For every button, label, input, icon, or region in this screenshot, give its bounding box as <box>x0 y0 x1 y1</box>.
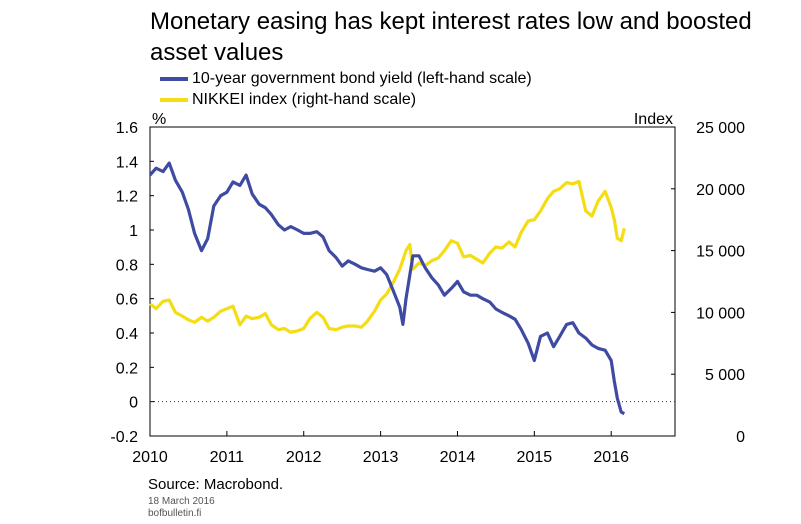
right-tick-label: 15 000 <box>696 244 745 261</box>
legend-swatch-nikkei <box>160 97 188 102</box>
left-tick-label: 0 <box>129 395 138 412</box>
right-tick-label: 20 000 <box>696 182 745 199</box>
chart-title: Monetary easing has kept interest rates … <box>150 8 752 66</box>
right-tick-label: 10 000 <box>696 305 745 322</box>
legend-item-nikkei: NIKKEI index (right-hand scale) <box>160 89 532 110</box>
right-axis-unit: Index <box>634 111 673 128</box>
x-tick-label: 2016 <box>593 449 629 466</box>
left-tick-label: 0.6 <box>116 292 138 309</box>
legend-label-bond-yield: 10-year government bond yield (left-hand… <box>192 69 532 87</box>
source-note: Source: Macrobond. <box>148 476 284 493</box>
legend-item-bond-yield: 10-year government bond yield (left-hand… <box>160 68 532 89</box>
left-tick-label: 1.2 <box>116 189 138 206</box>
legend-label-nikkei: NIKKEI index (right-hand scale) <box>192 90 417 108</box>
left-tick-label: 1 <box>129 223 138 240</box>
x-tick-label: 2013 <box>363 449 399 466</box>
x-tick-label: 2015 <box>517 449 553 466</box>
publication-date: 18 March 2016 <box>148 496 215 507</box>
left-tick-label: 0.8 <box>116 257 138 274</box>
x-tick-label: 2011 <box>210 449 245 466</box>
x-tick-label: 2012 <box>286 449 322 466</box>
x-tick-label: 2010 <box>132 449 168 466</box>
left-tick-label: 1.6 <box>116 120 138 137</box>
left-tick-label: 1.4 <box>116 154 138 171</box>
legend: 10-year government bond yield (left-hand… <box>160 68 532 110</box>
left-tick-label: -0.2 <box>110 429 138 446</box>
plot-frame <box>149 126 676 437</box>
nikkei-line <box>148 179 626 334</box>
left-tick-label: 0.2 <box>116 360 138 377</box>
left-tick-label: 0.4 <box>116 326 138 343</box>
right-tick-label: 25 000 <box>696 120 745 137</box>
legend-swatch-bond-yield <box>160 76 188 81</box>
right-tick-label: 5 000 <box>705 367 745 384</box>
right-tick-label: 0 <box>736 429 745 446</box>
left-axis-unit: % <box>152 111 166 128</box>
bond-yield-line <box>148 161 626 416</box>
x-tick-label: 2014 <box>440 449 476 466</box>
site-credit: bofbulletin.fi <box>148 508 202 519</box>
